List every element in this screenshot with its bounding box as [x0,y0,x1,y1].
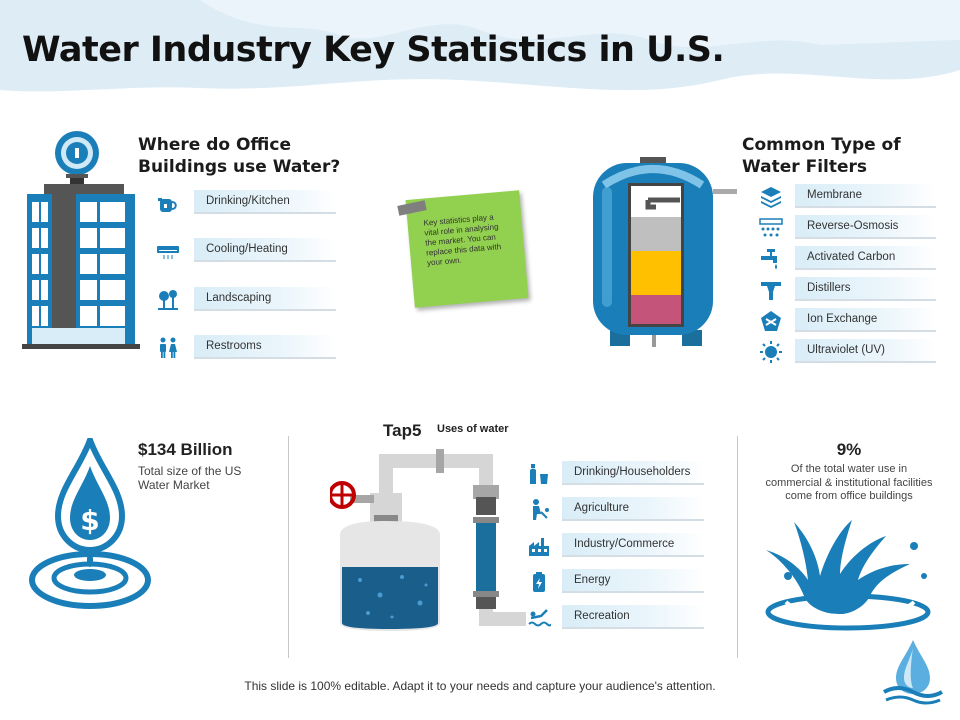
office-item-restrooms: Restrooms [194,335,336,359]
office-heading: Where do Office Buildings use Water? [138,134,340,178]
office-item-drinking-kitchen: Drinking/Kitchen [194,190,336,214]
ion-exchange-icon [761,311,781,331]
office-share-desc-line1: Of the total water use in [790,463,908,475]
office-heading-line1: Where do Office [138,135,291,155]
use-item-energy: Energy [562,569,704,593]
filter-item-ultraviolet: Ultraviolet (UV) [795,339,936,363]
office-heading-line2: Buildings use Water? [138,157,341,177]
water-splash-illustration [765,520,931,631]
kettle-icon [158,198,177,212]
use-item-recreation: Recreation [562,605,704,629]
trees-icon [158,290,178,310]
divider-left [288,436,289,658]
factory-icon [529,538,549,556]
faucet-icon [761,249,777,269]
filters-heading: Common Type of Water Filters [742,134,901,178]
farmer-icon [533,499,549,520]
header-wave [0,0,960,92]
market-value: $134 Billion [138,440,233,459]
water-drop-logo [883,640,943,705]
water-tank-pipe-illustration [330,449,526,631]
filters-heading-line1: Common Type of [742,135,901,155]
office-share-value: 9% [836,440,862,459]
filter-item-reverse-osmosis: Reverse-Osmosis [795,215,936,239]
bottle-glass-icon [530,464,548,484]
office-item-landscaping: Landscaping [194,287,336,311]
market-desc-line1: Total size of the US [138,464,242,478]
divider-right [737,436,738,658]
tap-label: Tap5 [383,421,422,440]
layers-icon [761,187,781,208]
filter-tank-illustration [593,157,737,347]
office-item-cooling-heating: Cooling/Heating [194,238,336,262]
filter-item-membrane: Membrane [795,184,936,208]
page-title: Water Industry Key Statistics in U.S. [22,30,725,70]
svg-text:$: $ [80,504,99,537]
market-desc: Total size of the US Water Market [138,464,241,492]
filter-item-distillers: Distillers [795,277,936,301]
office-share-desc: Of the total water use in commercial & i… [738,463,960,504]
osmosis-icon [759,218,783,237]
air-conditioner-icon [157,246,179,259]
office-share-desc-line3: come from office buildings [785,490,913,502]
uses-title: Uses of water [437,423,509,435]
sun-icon [760,341,782,363]
swimmer-icon [528,609,551,627]
use-item-drinking-householders: Drinking/Householders [562,461,704,485]
dollar-drop-illustration: $ [29,438,151,609]
battery-icon [533,572,545,592]
filter-item-activated-carbon: Activated Carbon [795,246,936,270]
sticky-note-text: Key statistics play a vital role in anal… [423,212,502,268]
market-desc-line2: Water Market [138,478,210,492]
office-building-illustration [22,131,140,349]
distiller-icon [761,282,781,300]
use-item-agriculture: Agriculture [562,497,704,521]
filters-heading-line2: Water Filters [742,157,868,177]
filter-item-ion-exchange: Ion Exchange [795,308,936,332]
people-icon [160,337,177,358]
footer-text: This slide is 100% editable. Adapt it to… [244,679,716,693]
office-share-desc-line2: commercial & institutional facilities [765,476,933,489]
use-item-industry-commerce: Industry/Commerce [562,533,704,557]
